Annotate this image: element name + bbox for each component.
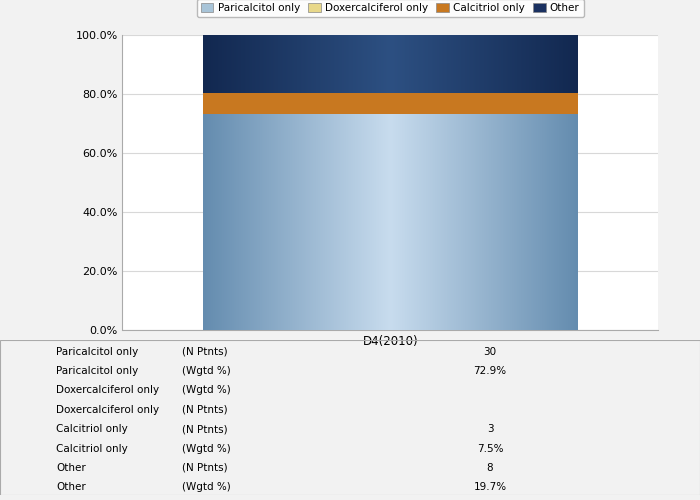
Bar (203, 115, 578, 330)
Text: 3: 3 (486, 424, 493, 434)
Legend: Paricalcitol only, Doxercalciferol only, Calcitriol only, Other: Paricalcitol only, Doxercalciferol only,… (197, 0, 584, 17)
Text: 19.7%: 19.7% (473, 482, 507, 492)
Text: (Wgtd %): (Wgtd %) (182, 366, 231, 376)
Text: (Wgtd %): (Wgtd %) (182, 386, 231, 396)
Text: (Wgtd %): (Wgtd %) (182, 482, 231, 492)
Text: 30: 30 (484, 346, 496, 356)
Text: 7.5%: 7.5% (477, 444, 503, 454)
Text: 8: 8 (486, 463, 493, 473)
Text: Doxercalciferol only: Doxercalciferol only (56, 386, 159, 396)
Text: (N Ptnts): (N Ptnts) (182, 463, 228, 473)
Text: (N Ptnts): (N Ptnts) (182, 424, 228, 434)
Text: 72.9%: 72.9% (473, 366, 507, 376)
Text: Calcitriol only: Calcitriol only (56, 444, 127, 454)
Text: Other: Other (56, 482, 85, 492)
Text: Doxercalciferol only: Doxercalciferol only (56, 405, 159, 415)
Text: (N Ptnts): (N Ptnts) (182, 346, 228, 356)
Text: Calcitriol only: Calcitriol only (56, 424, 127, 434)
Text: Paricalcitol only: Paricalcitol only (56, 366, 139, 376)
Text: (N Ptnts): (N Ptnts) (182, 405, 228, 415)
Text: Paricalcitol only: Paricalcitol only (56, 346, 139, 356)
Bar (203, 93, 578, 115)
Text: Other: Other (56, 463, 85, 473)
Bar (203, 34, 578, 93)
Text: (Wgtd %): (Wgtd %) (182, 444, 231, 454)
